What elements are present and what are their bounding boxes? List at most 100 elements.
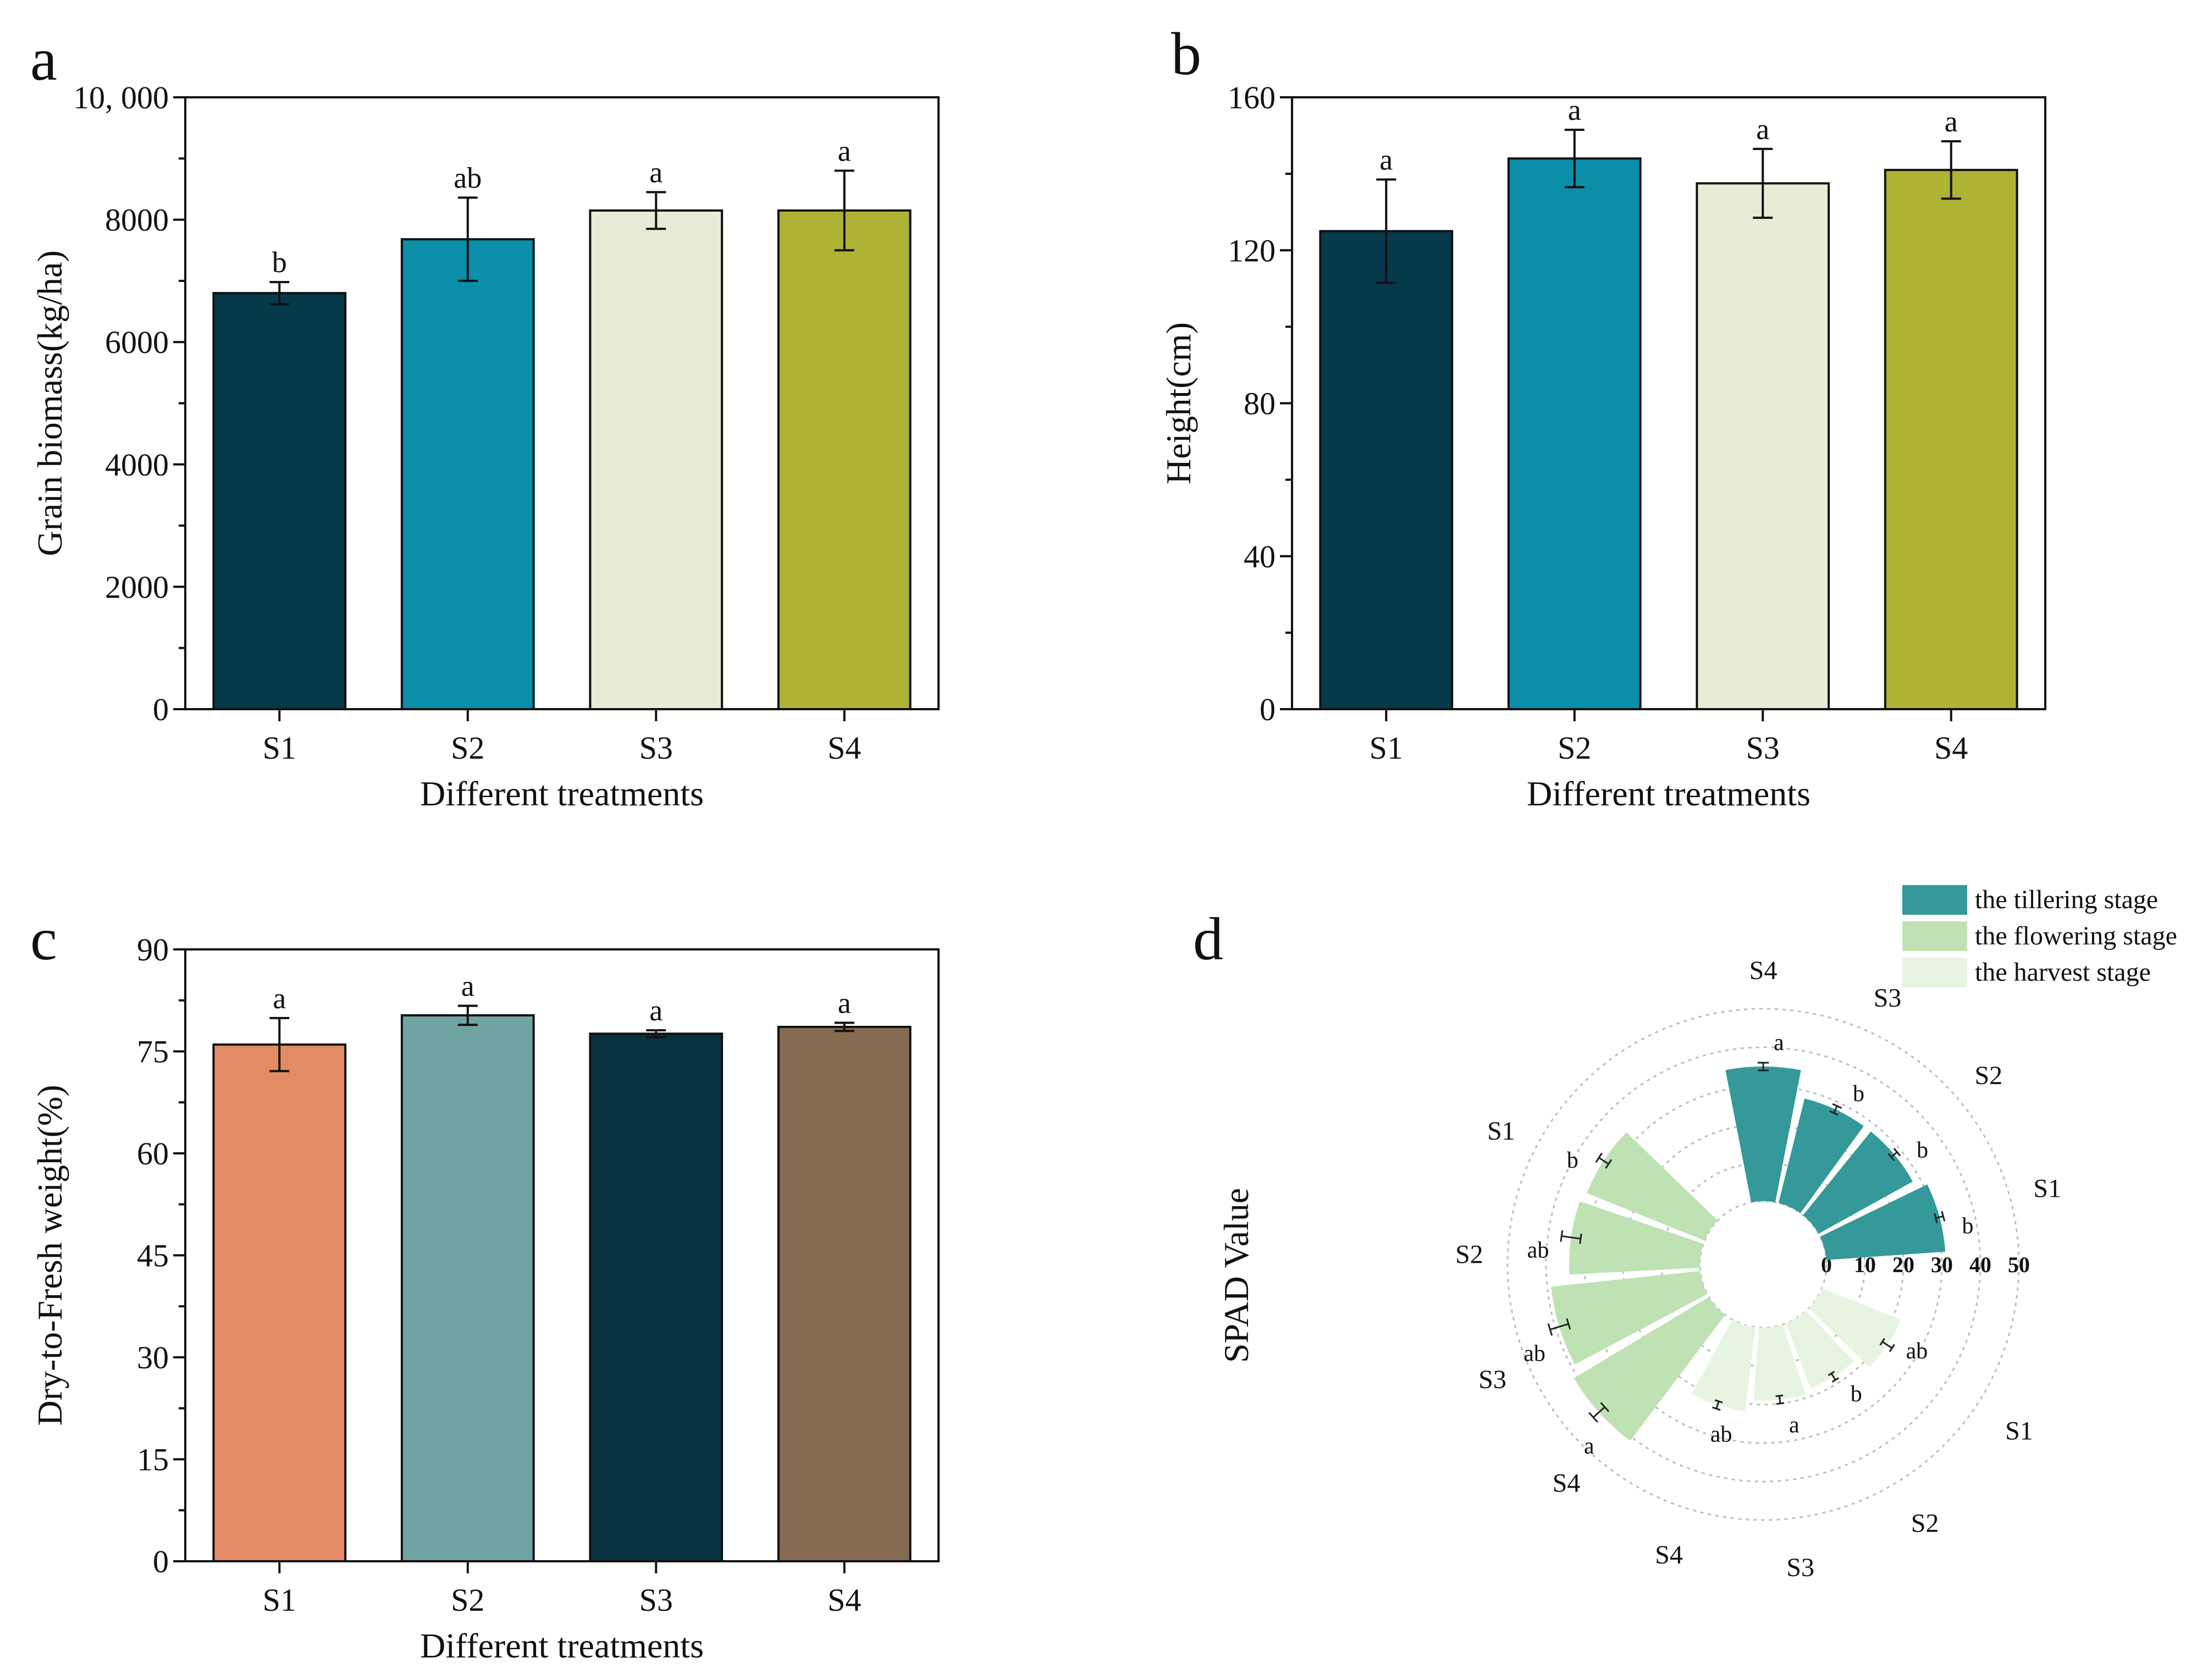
bar-S2 xyxy=(400,1014,535,1562)
bar-S3 xyxy=(589,1032,724,1562)
radial-error-bar xyxy=(1778,1396,1781,1404)
radial-category-label: S3 xyxy=(1478,1365,1506,1394)
chart-d-spad-radial: 0 10 20 30 40 50aS4bS3bS2bS1bS1abS2abS3aS4abS… xyxy=(1217,885,2177,1582)
bar-S3 xyxy=(1696,182,1830,710)
sig-letter-S4: a xyxy=(838,987,851,1020)
radial-category-label: S2 xyxy=(1455,1240,1483,1269)
radial-category-label: S4 xyxy=(1655,1540,1683,1570)
sig-letter-S2: a xyxy=(461,970,474,1003)
radial-error-bar xyxy=(1890,1151,1898,1158)
bar-S1 xyxy=(212,1043,347,1562)
y-tick-label: 0 xyxy=(153,1544,169,1579)
radial-error-bar xyxy=(1935,1215,1944,1219)
radial-error-cap xyxy=(1832,1103,1842,1109)
x-tick-label-S3: S3 xyxy=(639,730,673,766)
chart-c-dry-to-fresh: a S1 a S2 a S3 a S4 0 15 30 45 60 75 90 Different treat… xyxy=(30,932,940,1665)
x-tick-label-S4: S4 xyxy=(827,1582,861,1618)
radial-error-cap xyxy=(1712,1406,1721,1411)
radial-error-bar xyxy=(1592,1406,1605,1418)
radial-error-cap xyxy=(1829,1110,1839,1116)
panel-label-d: d xyxy=(1193,905,1223,972)
radial-error-cap xyxy=(1831,1377,1840,1383)
panel-label-b: b xyxy=(1171,20,1201,87)
radial-sig-letter: b xyxy=(1567,1148,1578,1173)
y-tick-label: 30 xyxy=(137,1340,169,1375)
radial-bar-1-S1 xyxy=(1820,1184,1946,1260)
y-axis-label: Grain biomass(kg/ha) xyxy=(30,250,69,556)
sig-letter-S1: a xyxy=(1379,143,1393,176)
legend-swatch-2 xyxy=(1902,921,1967,951)
radial-error-bar xyxy=(1833,1106,1838,1114)
bar-S3 xyxy=(589,209,724,710)
legend-swatch-1 xyxy=(1902,885,1967,915)
radial-error-cap xyxy=(1547,1323,1553,1336)
x-tick-label-S1: S1 xyxy=(263,1582,296,1618)
radial-tick-label: 40 xyxy=(1969,1252,1991,1277)
radial-error-bar xyxy=(1561,1235,1581,1240)
bar-S2 xyxy=(1507,157,1642,710)
x-tick-label-S4: S4 xyxy=(827,730,861,766)
x-tick-label-S4: S4 xyxy=(1934,730,1968,766)
x-tick-label-S1: S1 xyxy=(263,730,296,766)
radial-sig-letter: a xyxy=(1774,1030,1784,1055)
radial-category-label: S4 xyxy=(1749,956,1778,985)
radial-error-bar xyxy=(1549,1323,1569,1330)
radial-sig-letter: b xyxy=(1917,1138,1928,1163)
x-tick-label-S2: S2 xyxy=(1558,730,1591,766)
radial-category-label: S3 xyxy=(1786,1553,1814,1582)
radial-grid-circle xyxy=(1506,1008,2020,1521)
y-axis-label: Height(cm) xyxy=(1159,322,1198,484)
radial-bar-3-S2 xyxy=(1786,1311,1854,1388)
sig-letter-S1: a xyxy=(273,982,286,1015)
radial-error-cap xyxy=(1566,1318,1571,1330)
y-tick-label: 0 xyxy=(1260,692,1276,727)
radial-bar-3-S3 xyxy=(1753,1324,1806,1401)
radial-error-cap xyxy=(1600,1402,1610,1412)
radial-category-label: S4 xyxy=(1553,1469,1581,1498)
y-tick-label: 15 xyxy=(137,1442,169,1478)
radial-category-label: S1 xyxy=(1487,1117,1515,1146)
radial-error-bar xyxy=(1830,1373,1836,1381)
radial-category-label: S2 xyxy=(1911,1509,1939,1538)
radial-error-cap xyxy=(1828,1370,1835,1377)
y-tick-label: 6000 xyxy=(105,324,169,360)
y-tick-label: 75 xyxy=(137,1034,169,1070)
radial-error-cap xyxy=(1941,1211,1946,1222)
radial-sig-letter: ab xyxy=(1906,1339,1928,1364)
radial-category-label: S3 xyxy=(1874,983,1902,1013)
radial-bar-2-S4 xyxy=(1574,1297,1725,1441)
radial-category-label: S1 xyxy=(2005,1416,2033,1445)
radial-error-cap xyxy=(1579,1233,1582,1244)
y-axis-label: SPAD Value xyxy=(1217,1188,1256,1363)
radial-sig-letter: a xyxy=(1789,1413,1799,1438)
radial-error-cap xyxy=(1560,1230,1564,1242)
radial-error-bar xyxy=(1715,1401,1720,1409)
radial-bar-3-S4 xyxy=(1691,1319,1756,1411)
radial-bar-2-S1 xyxy=(1587,1132,1718,1241)
y-tick-label: 2000 xyxy=(105,569,169,605)
y-tick-label: 45 xyxy=(137,1238,169,1274)
x-axis-label: Different treatments xyxy=(1527,774,1810,813)
bar-S4 xyxy=(1884,169,2018,710)
radial-error-cap xyxy=(1775,1394,1784,1397)
bar-S1 xyxy=(1319,230,1454,710)
radial-error-cap xyxy=(1595,1152,1603,1163)
y-axis-label: Dry-to-Fresh weight(%) xyxy=(30,1085,69,1425)
radial-tick-label: 50 xyxy=(2008,1252,2030,1277)
radial-sig-letter: b xyxy=(1851,1381,1862,1407)
y-tick-label: 120 xyxy=(1228,233,1276,268)
panel-label-c: c xyxy=(30,905,57,972)
radial-bar-2-S2 xyxy=(1569,1201,1704,1275)
bar-S4 xyxy=(777,1025,912,1562)
bar-S2 xyxy=(400,238,535,710)
radial-tick-label: 20 xyxy=(1892,1252,1914,1277)
y-tick-label: 0 xyxy=(153,692,169,727)
x-axis-label: Different treatments xyxy=(420,774,704,813)
radial-sig-letter: a xyxy=(1584,1434,1594,1459)
radial-grid-circle xyxy=(1699,1200,1828,1329)
x-tick-label-S3: S3 xyxy=(639,1582,673,1618)
radial-bar-3-S1 xyxy=(1808,1288,1901,1367)
x-axis-label: Different treatments xyxy=(420,1626,704,1665)
chart-b-height: a S1 a S2 a S3 a S4 0 40 80 120 160 Different treatme… xyxy=(1159,80,2046,813)
